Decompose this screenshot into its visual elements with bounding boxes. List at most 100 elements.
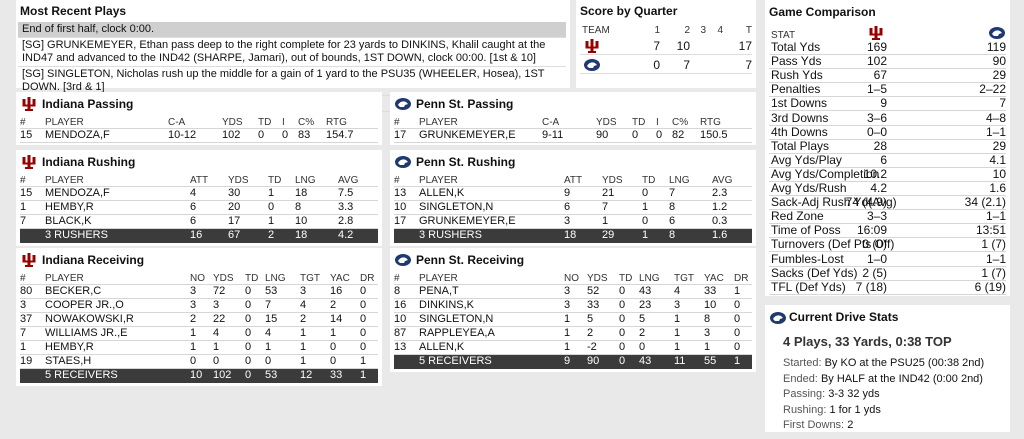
- away-value: 1–1: [985, 124, 1006, 139]
- stat-cell: 4: [213, 327, 220, 339]
- panel-title: Indiana Passing: [42, 97, 134, 111]
- stat-cell: 43: [639, 285, 652, 297]
- stat-cell: COOPER JR.,O: [45, 299, 124, 311]
- game-comparison-panel: Game Comparison STAT Total Yds 169 119 Pass Y…: [765, 0, 1010, 296]
- stat-cell: 0: [245, 285, 252, 297]
- home-value: 6: [880, 152, 887, 167]
- away-value: 1 (7): [981, 237, 1006, 252]
- stat-cell: 154.7: [326, 129, 354, 141]
- stat-cell: 1: [190, 327, 197, 339]
- total-label: 3 RUSHERS: [419, 229, 482, 241]
- stat-row: 1st Downs 9 7: [769, 96, 1006, 112]
- column-header: T: [745, 25, 752, 36]
- away-value: 13:51: [975, 223, 1006, 238]
- column-header: DR: [360, 273, 375, 284]
- player-row: 1 HEMBY,R 1 1 0 1 1 0 0: [20, 341, 378, 355]
- team-logo: [21, 154, 37, 170]
- stat-row: Rush Yds 67 29: [769, 69, 1006, 84]
- panel-title: Penn St. Passing: [416, 97, 514, 111]
- stat-cell: 1: [20, 341, 27, 353]
- stat-cell: 17: [394, 129, 407, 141]
- stat-cell: 0: [632, 129, 639, 141]
- stat-row: Fumbles-Lost 1–0 1–1: [769, 251, 1006, 267]
- stat-cell: 1: [213, 341, 220, 353]
- stat-cell: 10: [295, 215, 308, 227]
- stat-cell: 33: [587, 299, 600, 311]
- header-row: # PLAYER ATT YDS TD LNG AVG: [20, 173, 378, 187]
- stat-row: Sacks (Def Yds) 2 (5) 1 (7): [769, 266, 1006, 281]
- total-cell: 29: [602, 229, 615, 241]
- stat-cell: 0: [619, 341, 626, 353]
- column-header: YDS: [213, 273, 234, 284]
- away-value: 1–1: [985, 251, 1006, 266]
- total-cell: 53: [265, 369, 278, 381]
- total-cell: 4.2: [338, 229, 354, 241]
- stat-cell: 3: [564, 215, 571, 227]
- stat-cell: 8: [704, 313, 711, 325]
- psu-logo: [989, 27, 1005, 39]
- stat-cell: 16: [394, 299, 407, 311]
- stat-row: Turnovers (Def Pts Off) 0 (0) 1 (7): [769, 237, 1006, 253]
- score-cell: 10: [676, 39, 690, 53]
- stat-cell: 3: [704, 327, 711, 339]
- stat-cell: 90: [596, 129, 609, 141]
- stat-cell: -2: [587, 341, 597, 353]
- home-value: 74 (4.9): [845, 195, 887, 210]
- stat-cell: 9: [564, 187, 571, 199]
- stat-name: Total Yds: [771, 40, 821, 54]
- score-cell: 0: [653, 58, 660, 72]
- player-row: 80 BECKER,C 3 72 0 53 3 16 0: [20, 285, 378, 299]
- away-value: 2–22: [979, 82, 1006, 97]
- stat-cell: 1: [602, 215, 609, 227]
- stat-cell: 0.3: [712, 215, 728, 227]
- stat-cell: NOWAKOWSKI,R: [45, 313, 134, 325]
- stat-cell: 17: [228, 215, 241, 227]
- away-value: 7: [999, 96, 1006, 111]
- stat-cell: 33: [704, 285, 717, 297]
- total-label: 5 RECEIVERS: [419, 355, 492, 367]
- column-header: C-A: [168, 117, 186, 128]
- stat-cell: 17: [394, 215, 407, 227]
- total-cell: 1.6: [712, 229, 728, 241]
- stat-name: TFL (Def Yds): [771, 279, 846, 294]
- away-value: 1.6: [989, 181, 1006, 195]
- stat-cell: 15: [20, 187, 33, 199]
- stat-cell: 4: [190, 187, 197, 199]
- column-header: 1: [654, 25, 660, 36]
- total-cell: 1: [360, 369, 367, 381]
- total-row: 5 RECEIVERS 9 90 0 43 11 55 1: [394, 355, 752, 369]
- team-logo: [395, 252, 411, 268]
- column-header: YDS: [222, 117, 243, 128]
- column-header: PLAYER: [419, 273, 458, 284]
- stat-cell: 0: [190, 355, 197, 367]
- stat-cell: 0: [268, 201, 275, 213]
- detail-label: Passing:: [783, 388, 826, 400]
- stat-cell: RAPPLEYEA,A: [419, 327, 495, 339]
- stat-cell: BLACK,K: [45, 215, 92, 227]
- stat-cell: 0: [360, 313, 367, 325]
- stat-cell: 15: [265, 313, 278, 325]
- stat-cell: 7: [669, 187, 676, 199]
- stat-cell: 8: [295, 201, 302, 213]
- team-logo: [868, 25, 884, 41]
- detail-value: By HALF at the IND42 (0:00 2nd): [820, 372, 983, 385]
- stat-cell: 1: [564, 327, 571, 339]
- stat-cell: 2.8: [338, 215, 354, 227]
- stat-cell: PENA,T: [419, 285, 459, 297]
- stat-name: Red Zone: [771, 209, 824, 224]
- team-logo: [584, 38, 600, 54]
- player-row: 87 RAPPLEYEA,A 1 2 0 2 1 3 0: [394, 327, 752, 341]
- stat-row: 4th Downs 0–0 1–1: [769, 124, 1006, 140]
- stat-cell: 1: [300, 355, 307, 367]
- home-value: 1–0: [866, 251, 887, 266]
- column-header: PLAYER: [45, 273, 84, 284]
- column-header: #: [20, 175, 26, 186]
- stat-cell: 1: [300, 341, 307, 353]
- column-header: LNG: [295, 175, 316, 186]
- stat-cell: 14: [330, 313, 343, 325]
- stat-cell: 10-12: [168, 129, 197, 141]
- away-value: 1–1: [985, 209, 1006, 224]
- stat-cell: 0: [330, 341, 337, 353]
- stat-cell: 1: [20, 201, 27, 213]
- stat-cell: 52: [587, 285, 600, 297]
